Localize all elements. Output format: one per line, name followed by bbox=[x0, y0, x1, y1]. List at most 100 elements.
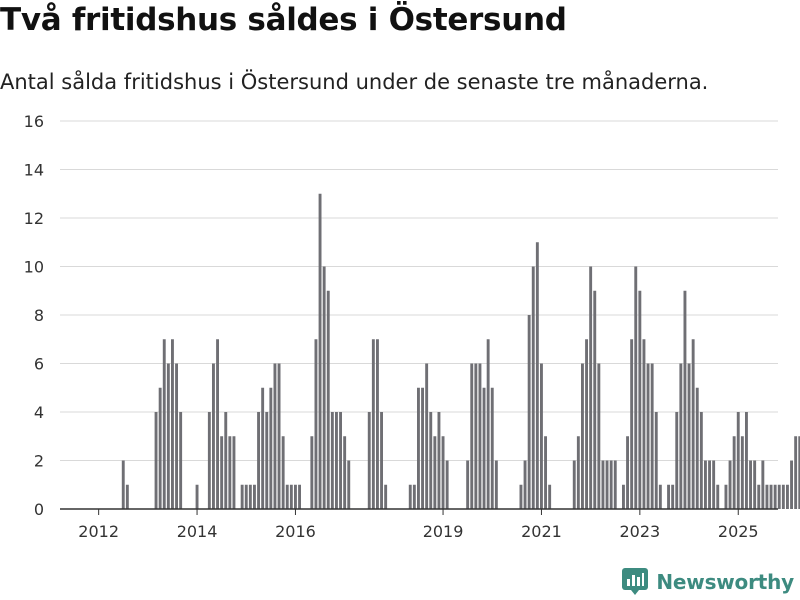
bar bbox=[478, 363, 482, 509]
bar bbox=[613, 460, 617, 509]
bar bbox=[671, 484, 675, 509]
bar bbox=[597, 363, 601, 509]
y-tick-label: 0 bbox=[34, 500, 44, 519]
bar bbox=[347, 460, 351, 509]
x-tick-label: 2019 bbox=[423, 522, 464, 541]
bar bbox=[425, 363, 429, 509]
bar bbox=[745, 412, 748, 509]
bar bbox=[376, 339, 379, 509]
bar bbox=[728, 460, 732, 509]
brand-logo[interactable]: Newsworthy bbox=[622, 568, 794, 596]
bar bbox=[704, 460, 707, 509]
bar bbox=[675, 412, 679, 509]
bar bbox=[761, 460, 765, 509]
bar bbox=[716, 484, 720, 509]
bar bbox=[474, 363, 478, 509]
bar bbox=[658, 484, 662, 509]
y-tick-label: 4 bbox=[34, 403, 44, 422]
bar bbox=[289, 484, 293, 509]
bar bbox=[708, 460, 711, 509]
bar bbox=[695, 387, 699, 509]
bar bbox=[412, 484, 416, 509]
bar bbox=[749, 460, 752, 509]
bar bbox=[572, 460, 576, 509]
bar bbox=[622, 484, 625, 509]
bar bbox=[585, 339, 588, 509]
bar bbox=[298, 484, 301, 509]
gridlines bbox=[60, 120, 778, 461]
bar bbox=[179, 412, 183, 509]
bar bbox=[470, 363, 474, 509]
bar bbox=[429, 412, 433, 509]
bar bbox=[683, 290, 687, 509]
bar bbox=[339, 412, 342, 509]
bar bbox=[544, 436, 547, 509]
bar bbox=[441, 436, 445, 509]
bar bbox=[408, 484, 412, 509]
bar bbox=[638, 290, 642, 509]
bar bbox=[589, 266, 593, 509]
bar bbox=[626, 436, 629, 509]
chart-subtitle: Antal sålda fritidshus i Östersund under… bbox=[0, 70, 709, 94]
bar bbox=[679, 363, 683, 509]
bar bbox=[650, 363, 654, 509]
x-axis-tick-labels: 2012 2014 2016 2019 2021 2023 2025 bbox=[78, 509, 759, 541]
bar bbox=[765, 484, 769, 509]
bar bbox=[253, 484, 256, 509]
bar bbox=[158, 387, 162, 509]
bar bbox=[540, 363, 543, 509]
bar bbox=[269, 387, 273, 509]
bar bbox=[212, 363, 215, 509]
bar bbox=[125, 484, 129, 509]
bar bbox=[224, 412, 228, 509]
bar bbox=[667, 484, 670, 509]
bar bbox=[228, 436, 232, 509]
bar bbox=[261, 387, 265, 509]
bar bbox=[482, 387, 486, 509]
bar bbox=[281, 436, 285, 509]
bar bbox=[417, 387, 420, 509]
bar bbox=[687, 363, 691, 509]
bar bbox=[273, 363, 277, 509]
bar bbox=[265, 412, 269, 509]
bar bbox=[330, 412, 334, 509]
bar bbox=[531, 266, 535, 509]
bar bbox=[335, 412, 338, 509]
x-tick-label: 2021 bbox=[521, 522, 562, 541]
bar bbox=[769, 484, 773, 509]
bar bbox=[121, 460, 125, 509]
bar bbox=[794, 436, 798, 509]
bar bbox=[248, 484, 252, 509]
bar bbox=[781, 484, 785, 509]
bar bbox=[257, 412, 260, 509]
bar bbox=[790, 460, 793, 509]
bar bbox=[232, 436, 236, 509]
y-tick-label: 14 bbox=[24, 161, 44, 180]
y-tick-label: 6 bbox=[34, 355, 44, 374]
newsworthy-logo-icon bbox=[622, 568, 649, 595]
bar bbox=[207, 412, 211, 509]
bar bbox=[642, 339, 646, 509]
bar bbox=[343, 436, 347, 509]
bar bbox=[646, 363, 650, 509]
y-tick-label: 10 bbox=[24, 258, 44, 277]
bar bbox=[535, 242, 539, 509]
bar bbox=[527, 315, 531, 509]
bar bbox=[421, 387, 424, 509]
bar bbox=[220, 436, 224, 509]
x-tick-label: 2025 bbox=[718, 522, 759, 541]
bar bbox=[318, 193, 322, 509]
bar bbox=[593, 290, 597, 509]
bar bbox=[736, 412, 740, 509]
x-tick-label: 2016 bbox=[275, 522, 316, 541]
bar bbox=[154, 412, 158, 509]
bar bbox=[216, 339, 219, 509]
bar bbox=[724, 484, 728, 509]
bar bbox=[630, 339, 634, 509]
bar bbox=[519, 484, 523, 509]
bar bbox=[166, 363, 170, 509]
y-tick-label: 16 bbox=[24, 112, 44, 131]
bar bbox=[609, 460, 613, 509]
y-axis-tick-labels: 0 2 4 6 8 10 12 14 16 bbox=[24, 112, 44, 519]
